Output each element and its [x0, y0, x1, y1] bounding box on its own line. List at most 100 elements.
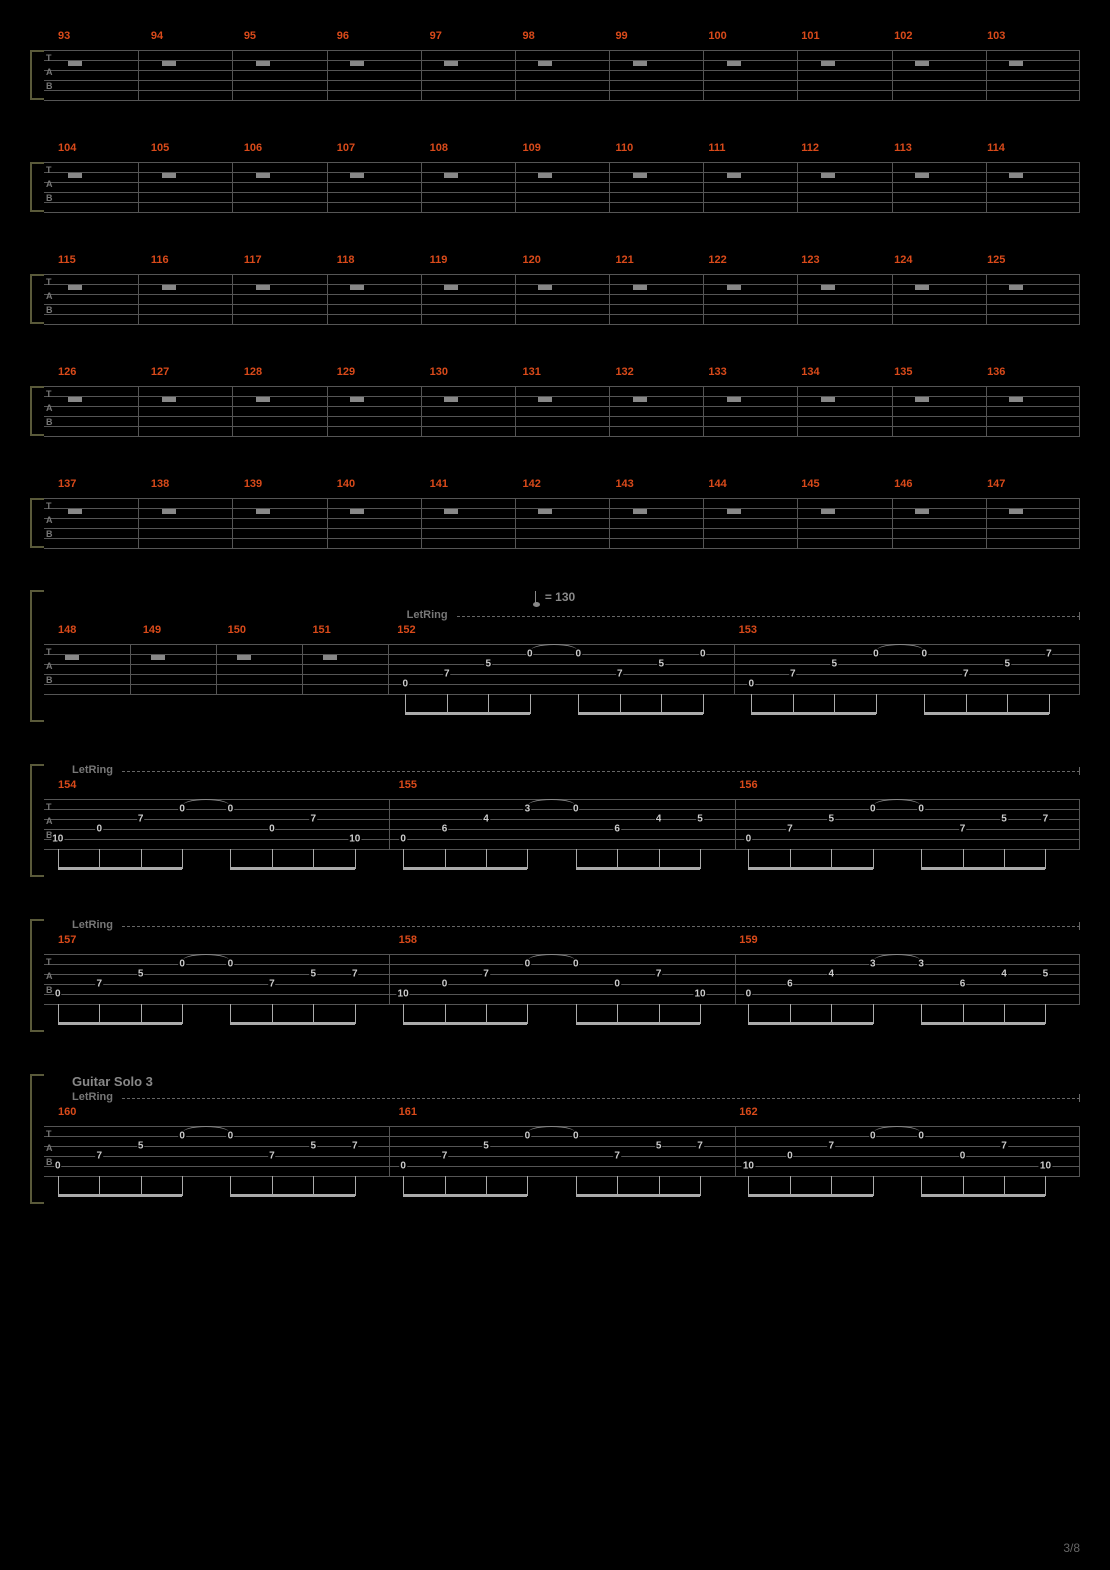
fret-number: 7 [310, 813, 318, 824]
fret-number: 0 [399, 1160, 407, 1171]
fret-number: 3 [524, 803, 532, 814]
whole-rest [633, 173, 647, 178]
staff-line [44, 518, 1080, 519]
staff-line [44, 416, 1080, 417]
fret-number: 7 [613, 1150, 621, 1161]
fret-number: 10 [397, 988, 410, 999]
staff-line [44, 849, 1080, 850]
whole-rest [68, 61, 82, 66]
fret-number: 0 [786, 1150, 794, 1161]
fret-number: 5 [655, 1140, 663, 1151]
staff-line [44, 684, 1080, 685]
staff-line [44, 819, 1080, 820]
fret-number: 0 [572, 958, 580, 969]
note-stem [661, 694, 662, 714]
measure-number: 98 [523, 30, 616, 50]
note-stem [1049, 694, 1050, 714]
staff-line [44, 1166, 1080, 1167]
tab-staff: TAB07500757100700071006433645 [44, 954, 1080, 1032]
staff-line [44, 674, 1080, 675]
tab-letter: T [46, 1129, 52, 1139]
note-stem [230, 1004, 231, 1024]
staff-line [44, 498, 1080, 499]
fret-number: 0 [54, 988, 62, 999]
note-stem [703, 694, 704, 714]
barline [609, 50, 610, 100]
fret-number: 4 [828, 968, 836, 979]
fret-number: 7 [351, 968, 359, 979]
let-ring-marking: LetRing [72, 919, 1080, 934]
staff-line [44, 406, 1080, 407]
beam [576, 1022, 700, 1025]
barline [797, 386, 798, 436]
staff-line [44, 304, 1080, 305]
tie [873, 1126, 921, 1133]
note-stem [313, 849, 314, 869]
note-stem [527, 1176, 528, 1196]
fret-number: 5 [1000, 813, 1008, 824]
measure-number: 114 [987, 142, 1080, 162]
whole-rest [727, 285, 741, 290]
whole-rest [444, 61, 458, 66]
fret-number: 5 [831, 658, 839, 669]
measure-number: 104 [58, 142, 151, 162]
fret-number: 7 [1000, 1140, 1008, 1151]
staff-line [44, 162, 1080, 163]
tab-letter: B [46, 985, 53, 995]
measure-number: 111 [708, 142, 801, 162]
measure-number: 134 [801, 366, 894, 386]
staff-line [44, 202, 1080, 203]
beam [748, 867, 872, 870]
note-stem [831, 849, 832, 869]
measure-number: 94 [151, 30, 244, 50]
barline [421, 50, 422, 100]
note-stem [355, 849, 356, 869]
beam [921, 1194, 1045, 1197]
fret-number: 4 [482, 813, 490, 824]
note-stem [141, 1176, 142, 1196]
staff-line [44, 90, 1080, 91]
whole-rest [256, 173, 270, 178]
measure-number: 136 [987, 366, 1080, 386]
barline [389, 799, 390, 849]
whole-rest [633, 61, 647, 66]
fret-number: 0 [872, 648, 880, 659]
note-stem [966, 694, 967, 714]
note-stem [405, 694, 406, 714]
note-stem [99, 849, 100, 869]
note-stem [963, 1176, 964, 1196]
whole-rest [256, 509, 270, 514]
whole-rest [727, 397, 741, 402]
barline [389, 1126, 390, 1176]
barline [892, 274, 893, 324]
tab-letter: A [46, 179, 53, 189]
fret-number: 0 [699, 648, 707, 659]
barline [327, 162, 328, 212]
whole-rest [162, 397, 176, 402]
fret-number: 7 [1042, 813, 1050, 824]
measure-number: 119 [430, 254, 523, 274]
tab-letter: A [46, 661, 53, 671]
barline [388, 644, 389, 694]
fret-number: 7 [137, 813, 145, 824]
note-stem [748, 849, 749, 869]
beam [921, 1022, 1045, 1025]
beam [58, 1022, 182, 1025]
fret-number: 0 [401, 678, 409, 689]
barline [609, 386, 610, 436]
measure-number: 157 [58, 934, 399, 954]
measure-number: 93 [58, 30, 151, 50]
fret-number: 7 [655, 968, 663, 979]
fret-number: 0 [441, 978, 449, 989]
fret-number: 7 [268, 978, 276, 989]
whole-rest [538, 397, 552, 402]
measure-number: 156 [739, 779, 1080, 799]
fret-number: 5 [482, 1140, 490, 1151]
whole-rest [444, 397, 458, 402]
tab-system-rests: 126127128129130131132133134135136TAB [30, 366, 1080, 436]
fret-number: 7 [95, 978, 103, 989]
fret-number: 5 [828, 813, 836, 824]
barline [892, 498, 893, 548]
barline [703, 274, 704, 324]
fret-number: 7 [786, 823, 794, 834]
